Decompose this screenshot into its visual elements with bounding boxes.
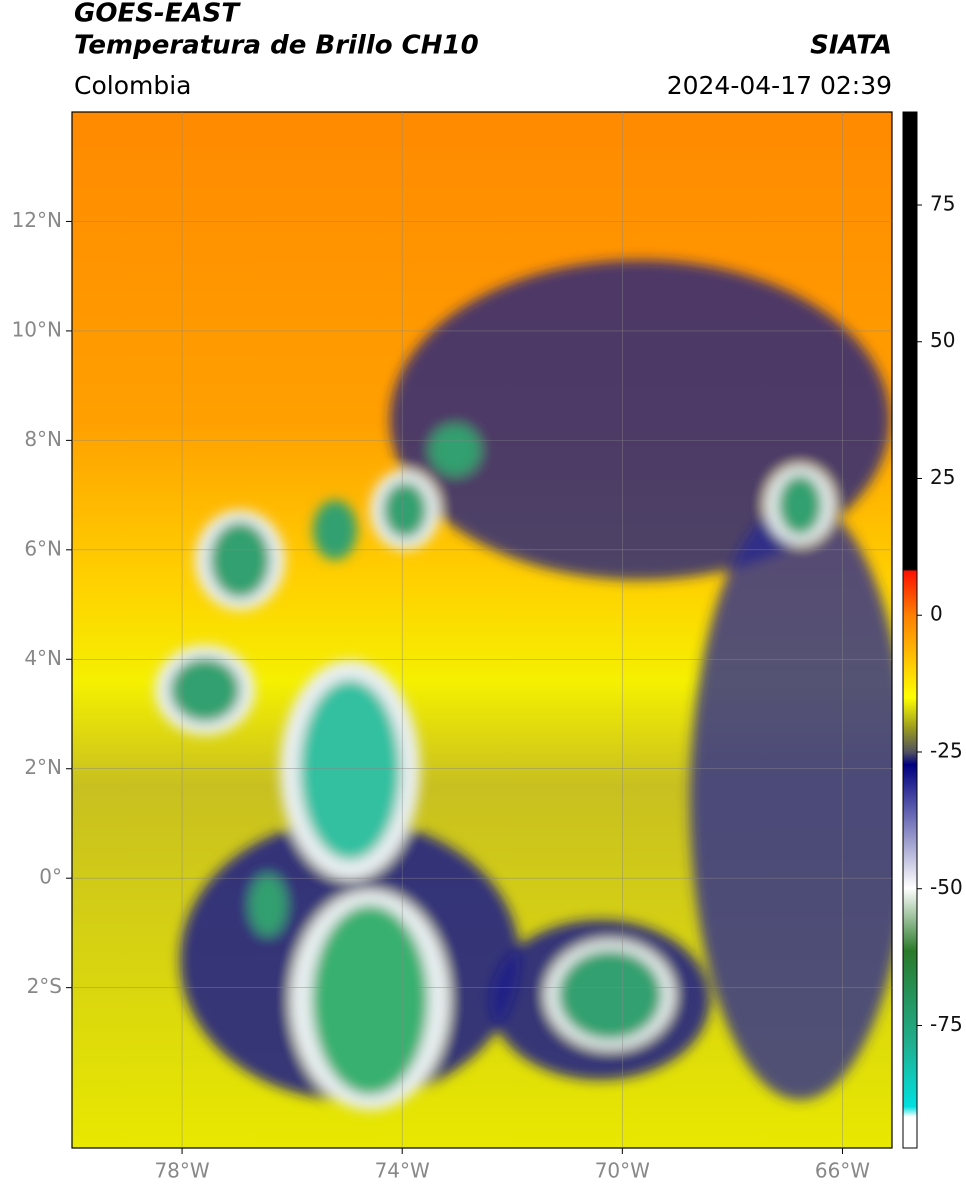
map-frame: [71, 111, 893, 1149]
x-tick-label: 70°W: [595, 1159, 650, 1183]
region: Colombia: [74, 71, 191, 100]
subtitle: Temperatura de Brillo CH10: [74, 31, 479, 61]
clouds: [155, 260, 892, 1110]
x-tick-label: 74°W: [375, 1159, 430, 1183]
colorbar-label: -50: [930, 875, 963, 899]
datetime: 2024-04-17 02:39: [667, 71, 892, 100]
colorbar-label: -75: [930, 1012, 963, 1036]
y-tick-label: 8°N: [24, 427, 62, 451]
colorbar: [902, 111, 918, 1149]
source: SIATA: [810, 31, 892, 61]
y-tick-label: 4°N: [24, 646, 62, 670]
y-tick-label: 12°N: [12, 208, 62, 232]
y-tick-label: 0°: [39, 865, 62, 889]
colorbar-label: 0: [930, 602, 943, 626]
y-tick-label: 10°N: [12, 317, 62, 341]
y-tick-label: 2°N: [24, 755, 62, 779]
imagery: [72, 112, 892, 1148]
x-tick-label: 66°W: [815, 1159, 870, 1183]
colorbar-label: 25: [930, 465, 955, 489]
colorbar-label: -25: [930, 738, 963, 762]
x-tick-label: 78°W: [154, 1159, 209, 1183]
y-tick-label: 2°S: [27, 974, 62, 998]
colorbar-label: 50: [930, 328, 955, 352]
colorbar-label: 75: [930, 191, 955, 215]
title: GOES-EAST: [74, 0, 241, 29]
y-tick-label: 6°N: [24, 536, 62, 560]
